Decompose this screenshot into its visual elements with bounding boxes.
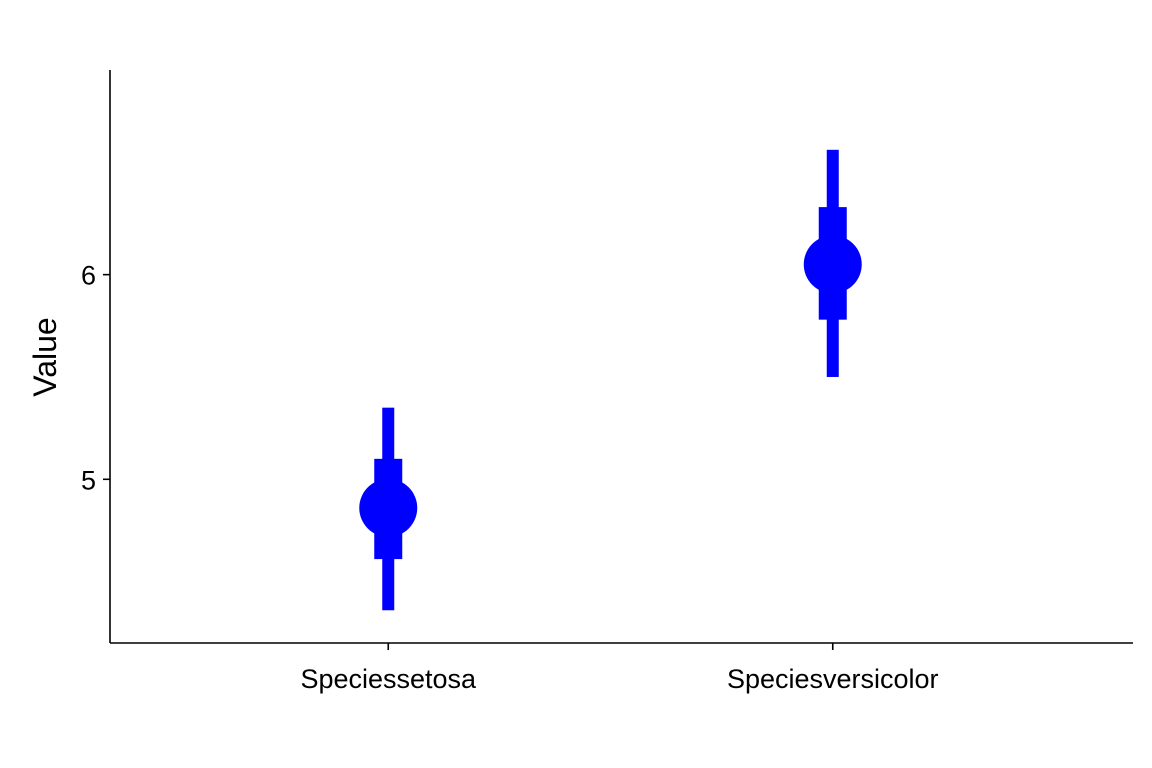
point-interval-Speciesversicolor: [803, 149, 862, 377]
x-tick-label: Speciesversicolor: [727, 664, 939, 694]
x-axis: Speciessetosa Speciesversicolor: [110, 642, 1133, 694]
x-ticks: Speciessetosa Speciesversicolor: [300, 643, 939, 694]
y-tick-label: 5: [81, 465, 96, 495]
y-axis: 56: [81, 70, 111, 643]
point-interval-Speciessetosa: [359, 407, 418, 611]
x-tick-label: Speciessetosa: [300, 664, 477, 694]
y-axis-title: Value: [27, 317, 63, 396]
point-estimate-marker: [803, 235, 862, 294]
point-estimate-marker: [359, 478, 418, 537]
data-marks: [359, 149, 862, 611]
y-tick-label: 6: [81, 261, 96, 291]
y-ticks: 56: [81, 261, 110, 495]
